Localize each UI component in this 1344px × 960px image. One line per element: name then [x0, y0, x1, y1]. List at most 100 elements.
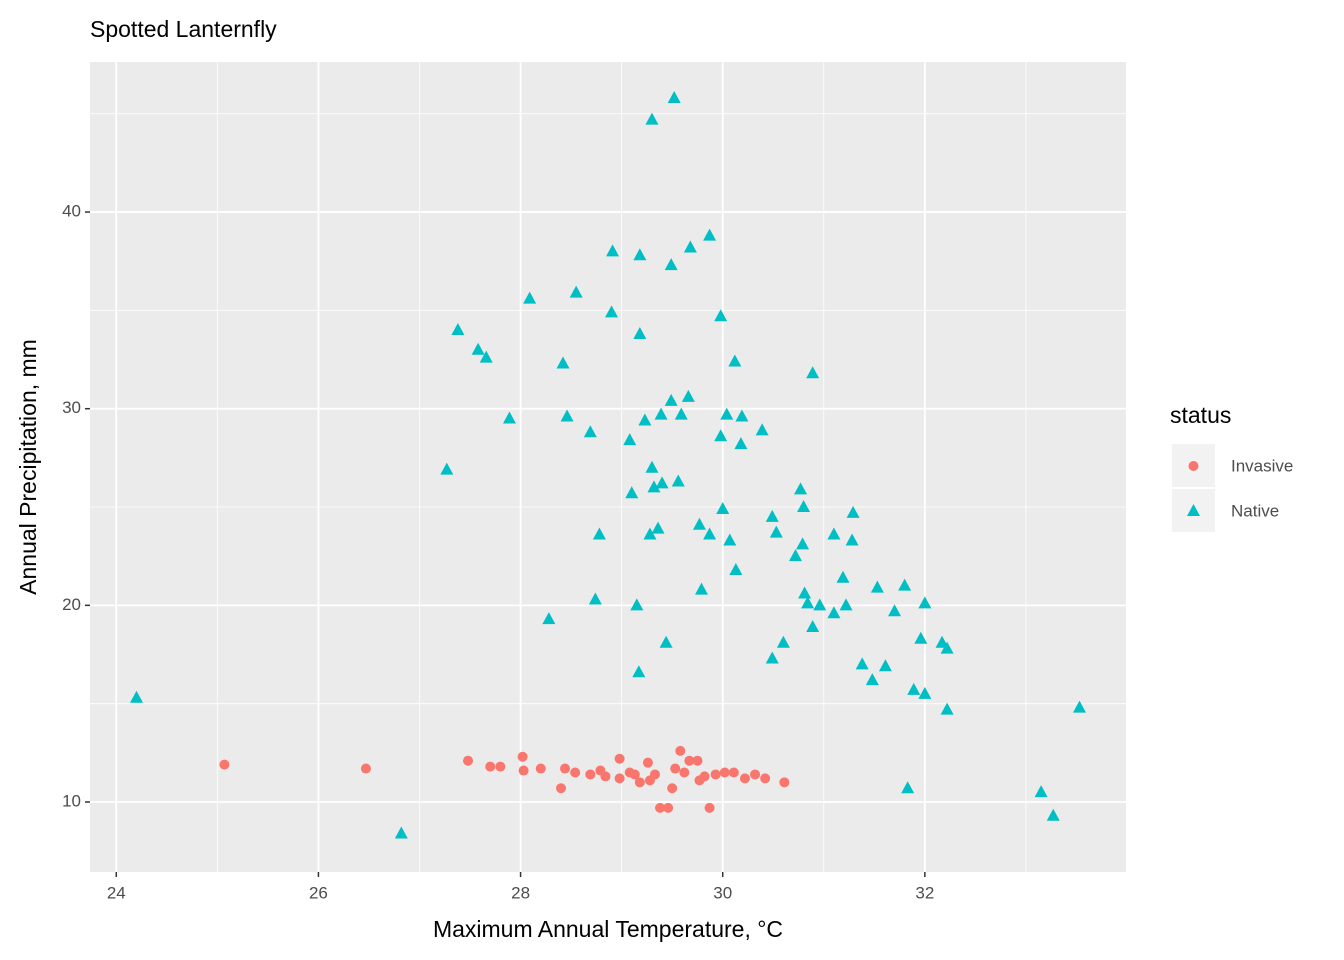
point — [813, 598, 827, 611]
point — [679, 767, 690, 778]
point — [728, 767, 739, 778]
point — [605, 305, 619, 318]
point — [839, 598, 853, 611]
point — [671, 474, 685, 487]
point — [642, 757, 653, 768]
point — [704, 802, 715, 813]
point — [901, 781, 915, 794]
y-axis-label: Annual Precipitation, mm — [15, 339, 41, 595]
point — [625, 486, 639, 499]
x-tick-label: 30 — [713, 883, 732, 902]
point — [827, 527, 841, 540]
point — [918, 686, 932, 699]
point — [684, 755, 695, 766]
point — [699, 771, 710, 782]
point — [360, 763, 371, 774]
point — [595, 765, 606, 776]
legend-marker — [1188, 461, 1199, 471]
point — [632, 665, 646, 678]
point — [898, 578, 912, 591]
point — [560, 409, 574, 422]
point — [633, 248, 647, 261]
point — [734, 437, 748, 450]
point — [855, 657, 869, 670]
y-tick-label: 30 — [62, 398, 81, 417]
point — [560, 763, 571, 774]
point — [570, 767, 581, 778]
point — [710, 769, 721, 780]
point — [663, 802, 674, 813]
point — [870, 580, 884, 593]
point — [495, 761, 506, 772]
point — [451, 323, 465, 336]
point — [394, 826, 408, 839]
point — [569, 285, 583, 298]
chart-title: Spotted Lanternfly — [90, 16, 277, 42]
point — [624, 767, 635, 778]
point — [703, 228, 717, 241]
point — [703, 527, 717, 540]
point — [914, 631, 928, 644]
point — [729, 562, 743, 575]
x-axis-label: Maximum Annual Temperature, °C — [433, 916, 783, 942]
point — [714, 429, 728, 442]
x-tick-label: 32 — [915, 883, 934, 902]
point — [556, 356, 570, 369]
point — [614, 773, 625, 784]
point — [670, 763, 681, 774]
point — [518, 765, 529, 776]
point — [750, 769, 761, 780]
point — [827, 606, 841, 619]
point — [651, 521, 665, 534]
point — [645, 112, 659, 125]
point — [1073, 700, 1087, 713]
point — [765, 651, 779, 664]
point — [798, 586, 812, 599]
point — [1046, 808, 1060, 821]
point — [542, 612, 556, 625]
point — [723, 533, 737, 546]
point — [592, 527, 606, 540]
point — [755, 423, 769, 436]
point — [845, 533, 859, 546]
point — [675, 745, 686, 756]
point — [797, 500, 811, 513]
x-tick-label: 26 — [309, 883, 328, 902]
point — [719, 767, 730, 778]
point — [664, 393, 678, 406]
point — [219, 759, 230, 770]
point — [523, 291, 537, 304]
point — [583, 425, 597, 438]
point — [714, 309, 728, 322]
point — [720, 407, 734, 420]
point — [728, 354, 742, 367]
point — [633, 326, 647, 339]
point — [769, 525, 783, 538]
point — [535, 763, 546, 774]
panel — [90, 62, 1126, 872]
y-tick-label: 20 — [62, 595, 81, 614]
point — [463, 755, 474, 766]
point — [502, 411, 516, 424]
point — [796, 537, 810, 550]
point — [674, 407, 688, 420]
x-tick-label: 28 — [511, 883, 530, 902]
point — [485, 761, 496, 772]
point — [638, 413, 652, 426]
point — [667, 783, 678, 794]
point — [940, 641, 954, 654]
point — [440, 462, 454, 475]
y-tick-label: 10 — [62, 791, 81, 810]
point — [517, 751, 528, 762]
point — [888, 604, 902, 617]
x-tick-label: 24 — [107, 883, 126, 902]
point — [614, 753, 625, 764]
point — [588, 592, 602, 605]
point — [664, 258, 678, 271]
point — [794, 482, 808, 495]
point — [846, 505, 860, 518]
point — [716, 501, 730, 514]
point — [655, 476, 669, 489]
point — [643, 527, 657, 540]
